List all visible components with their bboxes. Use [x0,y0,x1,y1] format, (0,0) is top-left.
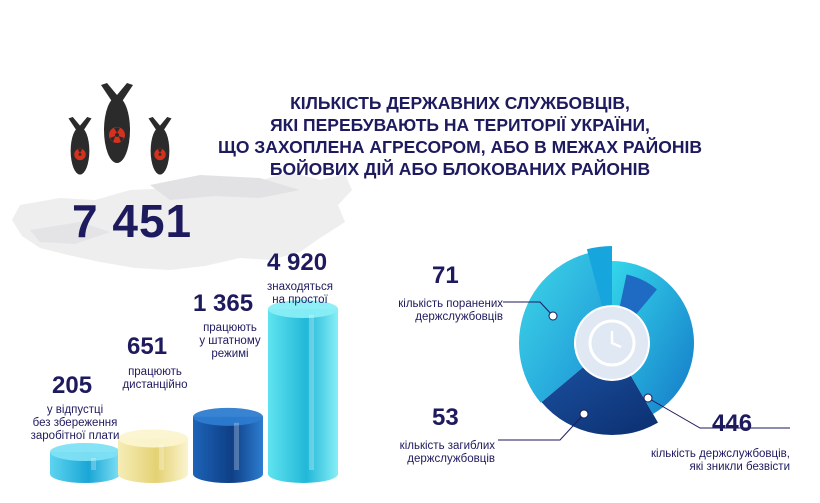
label-line: у відпустці [46,404,104,416]
leader-killed [498,413,585,441]
label-line: у штатному [199,335,261,347]
cylinder-top [118,429,188,448]
bar-value-label: 651 [127,333,168,360]
slice-wounded [519,250,612,403]
bomb-icon [101,83,133,163]
label-line: працюють [128,366,182,378]
slice-category-label: кількість загиблих держслужбовців [370,440,495,466]
cylinder-top [193,407,263,426]
slice-category-label: кількість поранених держслужбовців [378,298,503,324]
slice-accent [619,274,657,314]
cylinder-bar [50,443,120,483]
bomb-icon [68,116,92,175]
title-line: КІЛЬКІСТЬ ДЕРЖАВНИХ СЛУЖБОВЦІВ, [290,93,630,113]
label-line: кількість держслужбовців, [651,448,790,460]
clock-icon [588,319,636,367]
map-splash-streak [30,222,110,244]
cylinder-highlight [309,315,314,470]
cylinder-bar [193,407,263,483]
cylinder-body [193,416,263,483]
title-line: ЩО ЗАХОПЛЕНА АГРЕСОРОМ, АБО В МЕЖАХ РАЙО… [217,137,702,157]
label-line: режимі [211,348,249,360]
cylinder-bar [118,429,188,483]
slice-value-label: 53 [432,404,459,431]
page-title: КІЛЬКІСТЬ ДЕРЖАВНИХ СЛУЖБОВЦІВ, ЯКІ ПЕРЕ… [200,92,720,180]
bar-value-label: 4 920 [267,249,328,276]
total-count: 7 451 [72,195,193,247]
clock-hand [610,331,622,349]
radiation-symbol-icon [74,148,86,161]
label-line: які зникли безвісти [689,461,790,473]
slice-killed [541,367,658,436]
radiation-symbol-icon [154,148,166,161]
label-line: знаходяться [267,281,333,293]
cylinder-highlight [234,422,239,470]
cylinder-highlight [91,458,96,470]
cylinder-bar [268,300,338,483]
title-line: БОЙОВИХ ДІЙ АБО БЛОКОВАНИХ РАЙОНІВ [269,159,651,179]
leader-missing [647,397,790,429]
leader-wounded [503,301,554,317]
label-line: держслужбовців [415,311,503,323]
bar-category-label: працюють дистанційно [105,366,205,392]
label-line: держслужбовців [407,453,495,465]
cylinder-body [268,309,338,483]
cylinder-top [50,443,120,461]
bar-category-label: знаходяться на простої [250,281,350,307]
leader-dot [643,393,653,403]
map-splash-streak [150,175,300,200]
slice-value-label: 446 [712,410,753,437]
bar-value-label: 205 [52,372,93,399]
slice-value-label: 71 [432,262,459,289]
cylinder-top [268,300,338,318]
cylinder-highlight [159,444,164,470]
label-line: заробітної плати [30,430,120,442]
bar-category-label: працюють у штатному режимі [185,322,275,361]
title-line: ЯКІ ПЕРЕБУВАЮТЬ НА ТЕРИТОРІЇ УКРАЇНИ, [270,115,650,135]
label-line: працюють [203,322,257,334]
label-line: кількість загиблих [399,440,495,452]
radiation-symbol-icon [109,127,125,143]
bar-value-label: 1 365 [193,290,254,317]
label-line: на простої [272,294,328,306]
label-line: кількість поранених [398,298,503,310]
bar-category-label: у відпустці без збереження заробітної пл… [20,404,130,443]
bomb-icon [148,116,172,175]
slice-category-label: кількість держслужбовців, які зникли без… [640,448,790,474]
leader-dot [548,311,558,321]
cylinder-body [118,438,188,483]
slice-accent [586,246,612,307]
leader-dot [579,409,589,419]
label-line: дистанційно [122,379,188,391]
label-line: без збереження [32,417,118,429]
